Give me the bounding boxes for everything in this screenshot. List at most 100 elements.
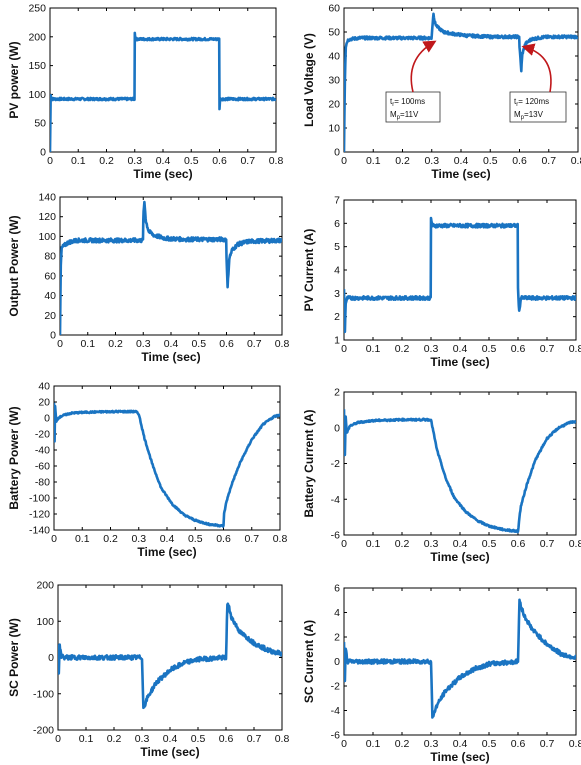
x-tick-label: 0 — [341, 343, 347, 355]
y-tick-label: 200 — [28, 31, 46, 43]
y-tick-label: 20 — [328, 99, 340, 111]
x-tick-label: 0.2 — [108, 338, 123, 350]
x-tick-label: 0.5 — [191, 338, 206, 350]
x-tick-label: 0.3 — [424, 738, 439, 750]
annotation-value: = 120ms — [518, 97, 549, 106]
annotation-symbol: t — [514, 97, 517, 106]
plot-frame — [49, 7, 277, 153]
x-tick-label: 0.1 — [71, 155, 86, 167]
chart-battery-power: 0 0.1 0.2 0.3 0.4 0.5 0.6 0.7 0.8 -140 -120 -100 -80… — [7, 381, 287, 560]
y-tick-label: -2 — [331, 681, 340, 693]
y-tick-label: 40 — [44, 290, 56, 302]
annotation-box — [509, 91, 567, 123]
y-axis-label: PV power (W) — [7, 41, 21, 118]
x-tick-label: 0.6 — [216, 533, 231, 545]
y-axis-label: Battery Current (A) — [302, 409, 316, 517]
x-tick-label: 0.7 — [541, 155, 556, 167]
x-tick-label: 0.6 — [219, 338, 234, 350]
y-tick-label: -100 — [29, 493, 50, 505]
y-tick-label: 150 — [28, 60, 46, 72]
x-tick-label: 0.4 — [163, 733, 178, 745]
y-tick-label: 2 — [334, 387, 340, 399]
series-line-0 — [58, 602, 282, 710]
annotation-arrow — [521, 43, 552, 93]
x-tick-label: 0.4 — [160, 533, 175, 545]
x-tick-label: 0.5 — [483, 155, 498, 167]
annotation-subscript: r — [516, 102, 518, 108]
y-tick-label: -200 — [33, 725, 54, 737]
y-tick-label: 1 — [334, 335, 340, 347]
y-tick-label: 20 — [38, 397, 50, 409]
x-tick-label: 0 — [55, 733, 61, 745]
annotation-symbol: t — [390, 97, 393, 106]
x-tick-label: 0.8 — [275, 733, 290, 745]
x-tick-label: 0.2 — [395, 155, 410, 167]
x-tick-label: 0.6 — [219, 733, 234, 745]
x-axis-label: Time (sec) — [140, 745, 199, 759]
x-tick-label: 0 — [341, 538, 347, 550]
x-tick-label: 0.1 — [366, 538, 381, 550]
x-tick-label: 0.1 — [366, 343, 381, 355]
y-tick-label: -6 — [331, 530, 340, 542]
y-tick-label: 140 — [38, 192, 56, 204]
y-tick-label: 20 — [44, 310, 56, 322]
x-axis-label: Time (sec) — [430, 355, 489, 369]
chart-pv-power: 0 0.1 0.2 0.3 0.4 0.5 0.6 0.7 0.8 0 50 100 150 200 250… — [7, 3, 283, 182]
y-tick-label: -4 — [331, 705, 340, 717]
y-tick-label: -4 — [331, 494, 340, 506]
annotation-rise-time: tr= 120ms — [514, 97, 549, 108]
x-tick-label: 0.4 — [454, 155, 469, 167]
y-tick-label: 7 — [334, 195, 340, 207]
x-tick-label: 0.5 — [482, 538, 497, 550]
x-axis-label: Time (sec) — [430, 550, 489, 564]
x-tick-label: 0.7 — [240, 155, 255, 167]
annotation-box — [385, 91, 441, 123]
y-tick-label: 80 — [44, 251, 56, 263]
x-tick-label: 0.8 — [569, 343, 581, 355]
plot-frame — [59, 196, 283, 336]
y-tick-label: -140 — [29, 525, 50, 537]
x-tick-label: 0.7 — [247, 338, 262, 350]
x-tick-label: 0.2 — [395, 343, 410, 355]
x-tick-label: 0.3 — [424, 155, 439, 167]
x-tick-label: 0.3 — [127, 155, 142, 167]
x-tick-label: 0.8 — [273, 533, 288, 545]
x-tick-label: 0.6 — [512, 155, 527, 167]
y-tick-label: -100 — [33, 688, 54, 700]
x-tick-label: 0.8 — [275, 338, 290, 350]
y-tick-label: -20 — [35, 429, 50, 441]
x-tick-label: 0.2 — [395, 538, 410, 550]
plot-frame — [53, 385, 281, 531]
x-axis-label: Time (sec) — [137, 545, 196, 559]
x-tick-label: 0.4 — [156, 155, 171, 167]
y-tick-label: 4 — [334, 607, 340, 619]
annotation-arrow — [410, 40, 437, 93]
y-tick-label: -80 — [35, 477, 50, 489]
chart-battery-current: 0 0.1 0.2 0.3 0.4 0.5 0.6 0.7 0.8 -6 -4 -2 0 2 Time (s… — [302, 387, 581, 565]
x-tick-label: 0.3 — [131, 533, 146, 545]
y-axis-label: SC Power (W) — [7, 618, 21, 697]
y-tick-label: 0 — [44, 413, 50, 425]
x-tick-label: 0.4 — [164, 338, 179, 350]
y-tick-label: 60 — [328, 3, 340, 15]
x-tick-label: 0.6 — [212, 155, 227, 167]
y-tick-label: 200 — [36, 580, 54, 592]
x-axis-label: Time (sec) — [430, 750, 489, 764]
y-tick-label: 3 — [334, 288, 340, 300]
y-tick-label: 100 — [28, 89, 46, 101]
y-tick-label: 40 — [38, 381, 50, 393]
x-axis-label: Time (sec) — [431, 167, 490, 181]
x-tick-label: 0.5 — [188, 533, 203, 545]
x-tick-label: 0.1 — [80, 338, 95, 350]
x-axis-label: Time (sec) — [133, 167, 192, 181]
y-axis-label: SC Current (A) — [302, 620, 316, 703]
x-tick-label: 0 — [51, 533, 57, 545]
x-axis-label: Time (sec) — [141, 350, 200, 364]
series-line-0 — [344, 12, 578, 152]
x-tick-label: 0.8 — [569, 538, 581, 550]
x-tick-label: 0.6 — [511, 738, 526, 750]
x-tick-label: 0 — [341, 155, 347, 167]
series-line-0 — [344, 598, 576, 719]
x-tick-label: 0.8 — [571, 155, 581, 167]
y-tick-label: -120 — [29, 509, 50, 521]
